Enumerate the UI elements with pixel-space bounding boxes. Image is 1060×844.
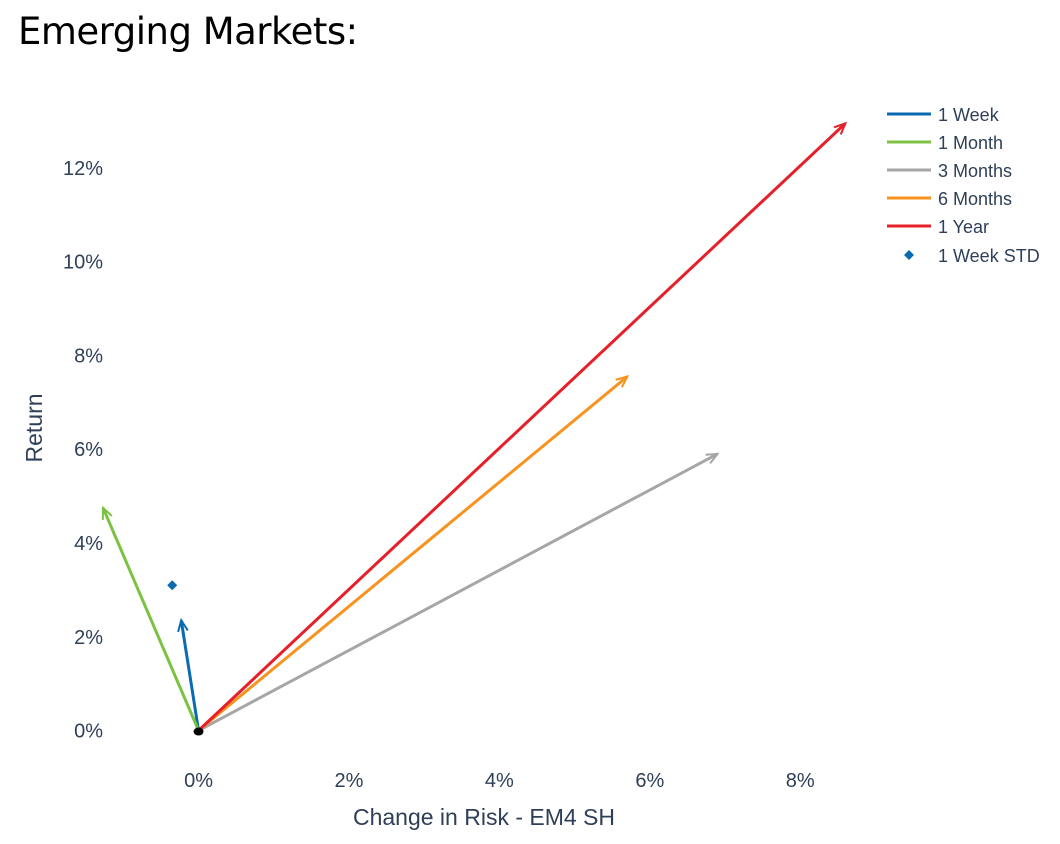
legend-label: 3 Months	[938, 161, 1012, 181]
y-tick-label: 8%	[74, 345, 103, 367]
y-tick-label: 6%	[74, 439, 103, 461]
legend-label: 1 Month	[938, 133, 1003, 153]
legend-label: 1 Week STD	[938, 246, 1040, 266]
arrowhead-6-months	[615, 375, 630, 388]
series-line-3-months	[197, 452, 719, 732]
legend-swatch	[904, 250, 914, 260]
arrowhead-1-week	[177, 617, 189, 633]
legend-label: 1 Week	[938, 105, 1000, 125]
legend-label: 6 Months	[938, 189, 1012, 209]
x-tick-label: 2%	[335, 770, 364, 792]
x-tick-label: 6%	[635, 770, 664, 792]
legend-item: 1 Week	[887, 105, 1000, 125]
x-tick-label: 8%	[786, 770, 815, 792]
legend-item: 1 Year	[887, 217, 989, 237]
legend-item: 1 Week STD	[904, 246, 1040, 266]
y-tick-label: 4%	[74, 533, 103, 555]
arrowhead-3-months	[705, 452, 720, 465]
series-line-1-month	[101, 507, 200, 732]
legend-item: 6 Months	[887, 189, 1012, 209]
x-tick-label: 0%	[184, 770, 213, 792]
page-title: Emerging Markets:	[18, 10, 358, 53]
y-axis-ticks: 0% 2% 4% 6% 8% 10% 12%	[63, 158, 103, 743]
legend-item: 3 Months	[887, 161, 1012, 181]
x-axis-title: Change in Risk - EM4 SH	[353, 804, 615, 830]
data-point-1-week-std	[167, 580, 178, 591]
y-tick-label: 10%	[63, 252, 103, 274]
y-tick-label: 0%	[74, 721, 103, 743]
origin-point	[193, 727, 204, 736]
series-line-1-week	[179, 620, 201, 731]
legend-label: 1 Year	[938, 217, 989, 237]
x-tick-label: 4%	[485, 770, 514, 792]
y-tick-label: 2%	[74, 627, 103, 649]
arrowhead-1-month	[101, 505, 113, 520]
y-tick-label: 12%	[63, 158, 103, 180]
y-axis-title: Return	[21, 393, 47, 462]
arrowhead-1-year	[833, 121, 848, 135]
series-line-6-months	[197, 375, 629, 732]
x-axis-ticks: 0% 2% 4% 6% 8%	[184, 770, 815, 792]
series-line-1-year	[197, 122, 847, 732]
series-layer	[101, 121, 848, 736]
legend: 1 Week 1 Month 3 Months 6 Months 1 Year 1 Wee…	[887, 105, 1040, 266]
legend-item: 1 Month	[887, 133, 1003, 153]
